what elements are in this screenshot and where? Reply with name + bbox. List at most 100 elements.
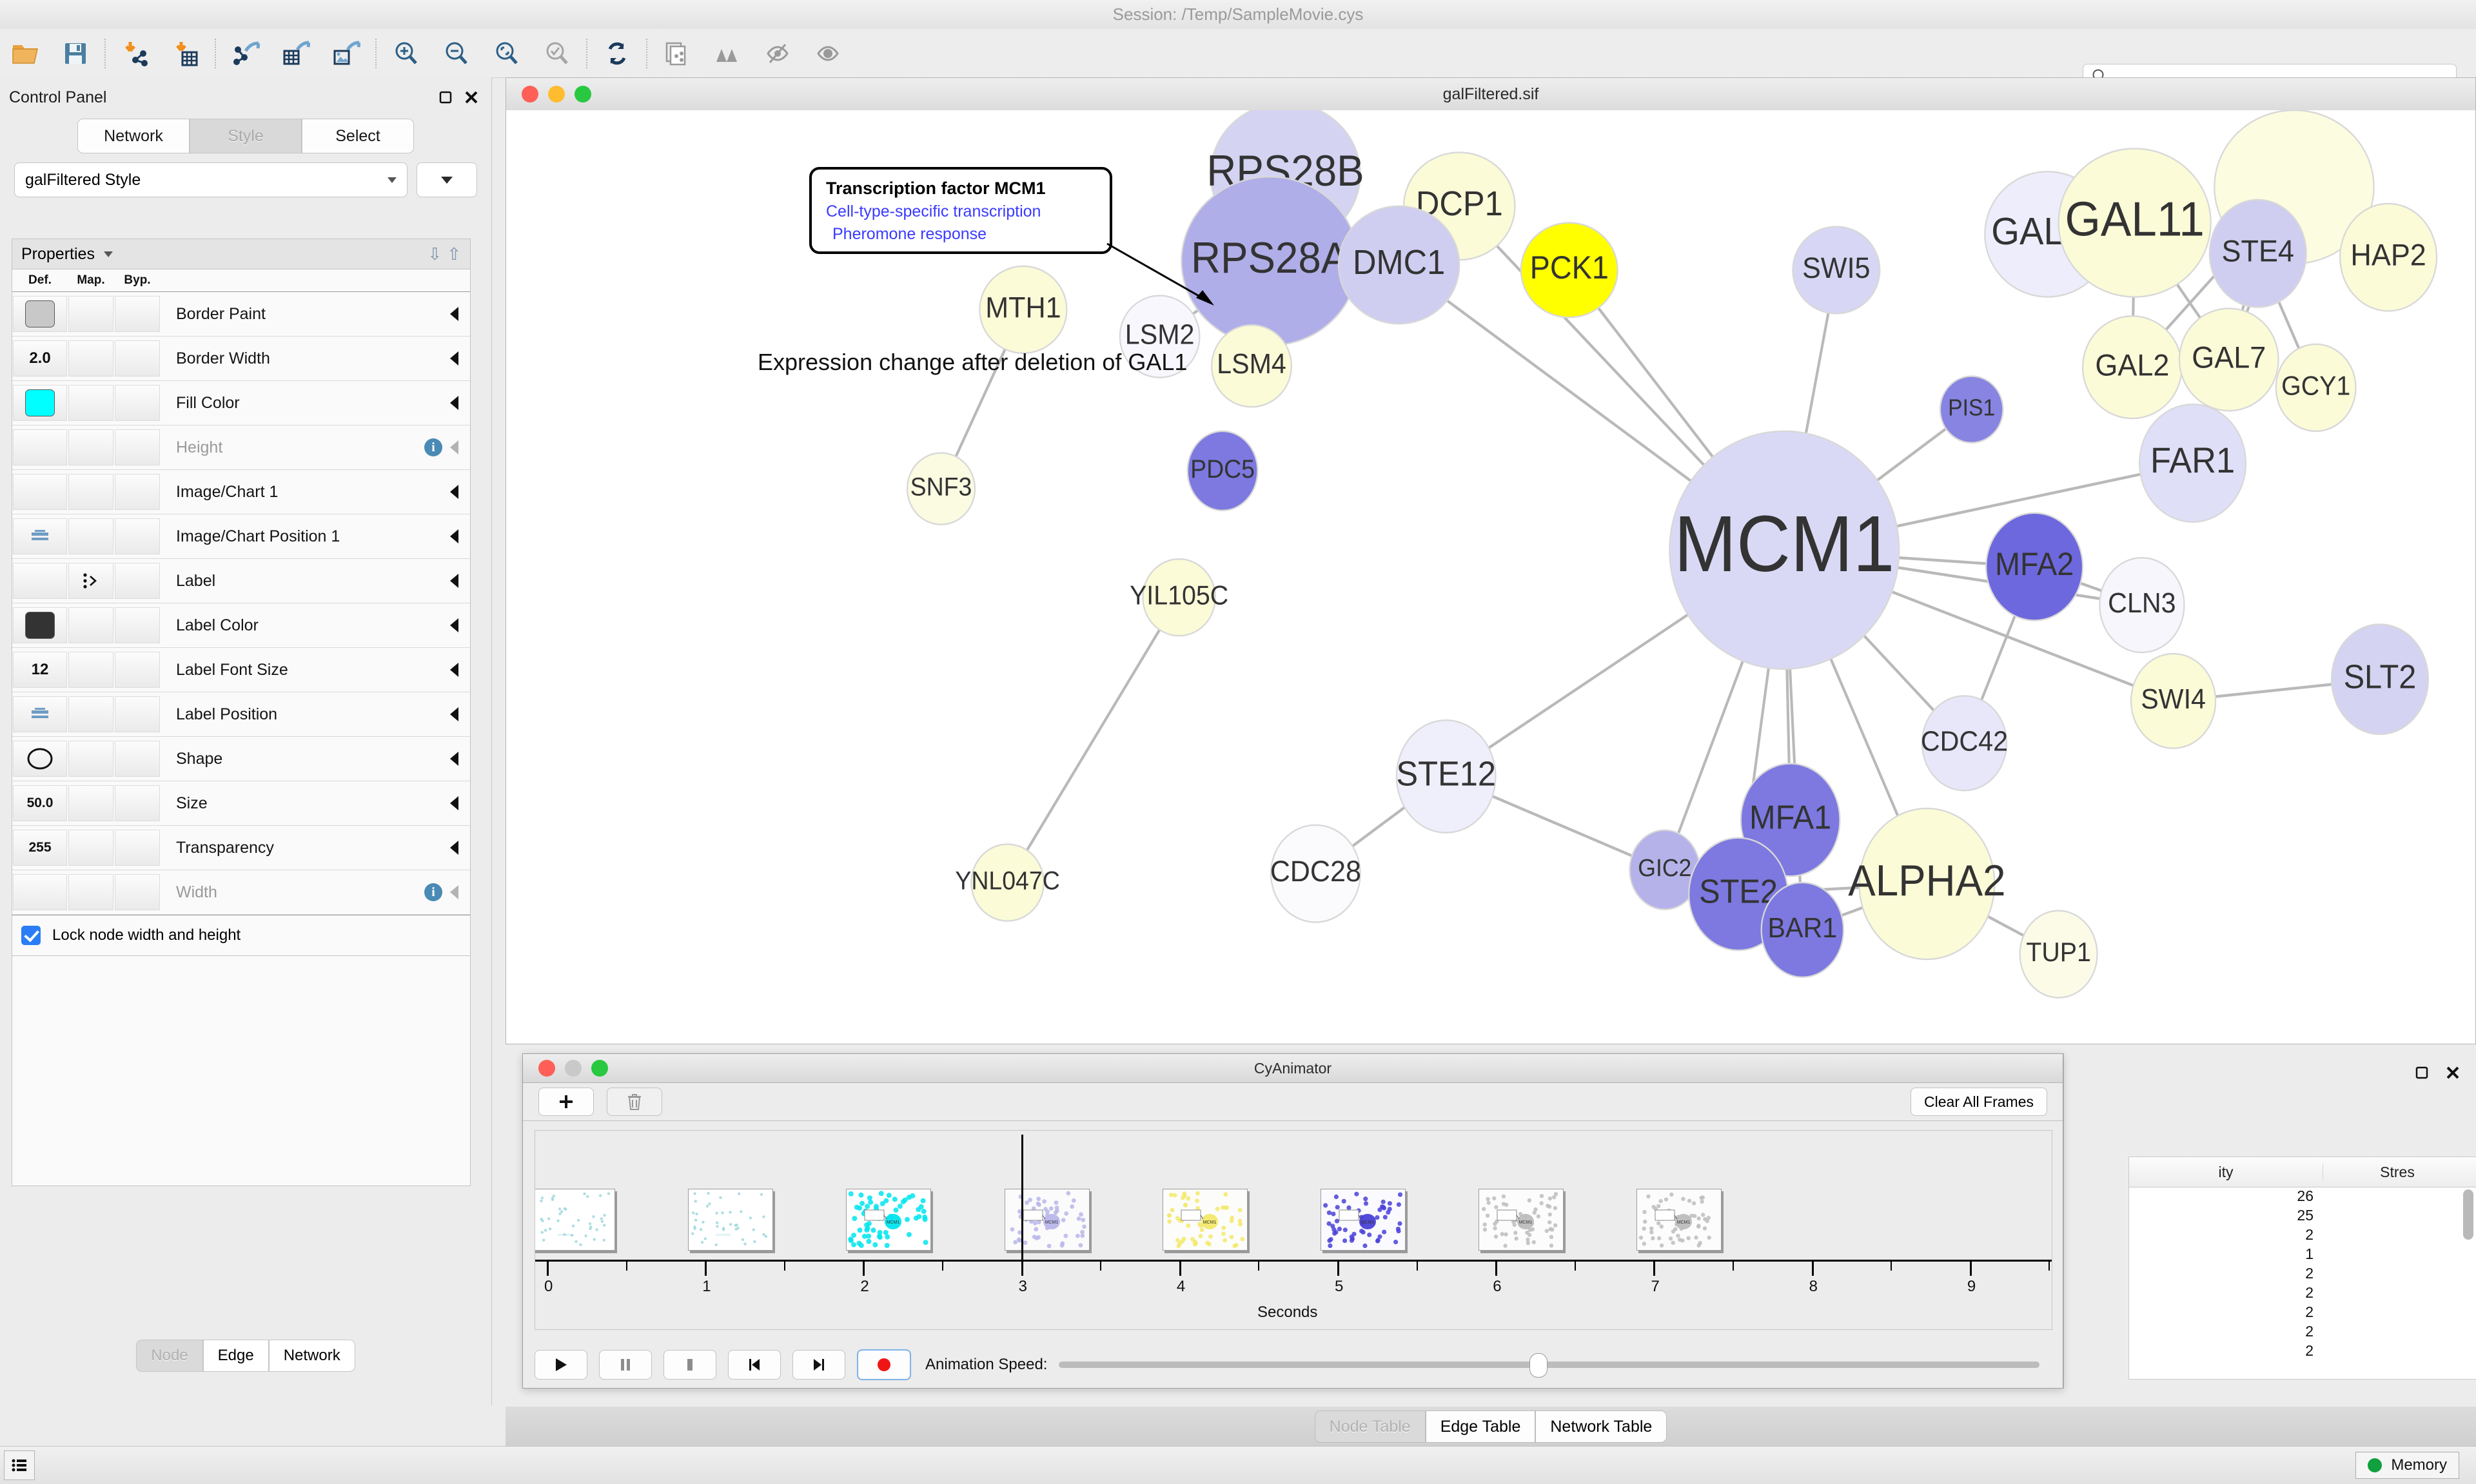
- table-cell[interactable]: 2: [2305, 1342, 2314, 1359]
- color-swatch[interactable]: [25, 300, 55, 327]
- new-network-icon[interactable]: [652, 31, 702, 76]
- chevron-left-icon[interactable]: [450, 796, 458, 810]
- network-canvas[interactable]: RPS28B RPS28A DCP1 DMC1 PCK1 SWI5 GAL80 GAL11 ST…: [506, 110, 2475, 1044]
- property-default-cell[interactable]: [13, 563, 67, 599]
- node-ellipse[interactable]: [2130, 652, 2217, 749]
- property-row[interactable]: Shape: [12, 737, 470, 781]
- network-node[interactable]: YIL105C: [1130, 558, 1228, 637]
- node-ellipse[interactable]: [906, 452, 976, 525]
- tab-edge[interactable]: Edge: [202, 1340, 269, 1372]
- chevron-left-icon[interactable]: [450, 574, 458, 588]
- node-ellipse[interactable]: [1760, 881, 1845, 979]
- property-row[interactable]: Image/Chart 1: [12, 470, 470, 514]
- list-icon[interactable]: [4, 1450, 35, 1480]
- zoom-fit-icon[interactable]: [482, 31, 532, 76]
- property-default-cell[interactable]: [13, 741, 67, 777]
- property-default-cell[interactable]: 50.0: [13, 785, 67, 821]
- node-ellipse[interactable]: [1858, 807, 1996, 961]
- pause-button[interactable]: [599, 1350, 652, 1380]
- export-image-icon[interactable]: [321, 31, 371, 76]
- grid-layout-icon[interactable]: [702, 31, 752, 76]
- style-menu-button[interactable]: [417, 162, 477, 197]
- node-ellipse[interactable]: [1142, 558, 1216, 637]
- timeline-frame[interactable]: annotation: [535, 1189, 615, 1251]
- node-ellipse[interactable]: [1669, 430, 1900, 670]
- show-icon[interactable]: [803, 31, 853, 76]
- property-row[interactable]: Height i: [12, 425, 470, 470]
- property-bypass-cell[interactable]: [115, 429, 160, 465]
- chevron-left-icon[interactable]: [450, 663, 458, 677]
- network-node[interactable]: LSM2: [1119, 295, 1201, 378]
- timeline-frame[interactable]: MCM1: [1479, 1189, 1564, 1251]
- chevron-left-icon[interactable]: [450, 885, 458, 899]
- property-mapping-cell[interactable]: [68, 563, 113, 599]
- timeline-frame[interactable]: MCM1: [1004, 1189, 1090, 1251]
- zoom-selected-icon[interactable]: [532, 31, 582, 76]
- close-window-button[interactable]: [522, 86, 538, 103]
- property-default-cell[interactable]: [13, 429, 67, 465]
- node-ellipse[interactable]: [979, 265, 1068, 355]
- network-node[interactable]: RPS28A: [1181, 175, 1359, 347]
- close-window-button[interactable]: [538, 1060, 555, 1077]
- import-table-icon[interactable]: [161, 31, 211, 76]
- property-row[interactable]: Label Position: [12, 692, 470, 737]
- timeline-frame[interactable]: MCM1: [1636, 1189, 1722, 1251]
- close-icon[interactable]: [460, 86, 482, 108]
- maximize-icon[interactable]: [2411, 1062, 2433, 1084]
- network-node[interactable]: TUP1: [2019, 910, 2098, 999]
- node-ellipse[interactable]: [2058, 148, 2212, 298]
- property-default-cell[interactable]: 12: [13, 652, 67, 688]
- tab-network[interactable]: Network: [77, 119, 190, 153]
- minimize-window-button[interactable]: [565, 1060, 582, 1077]
- property-mapping-cell[interactable]: [68, 518, 113, 554]
- table-grid[interactable]: ity Stres 26 25 2 1 2 2 2 2 2: [2128, 1157, 2476, 1380]
- network-node[interactable]: STE12: [1395, 719, 1497, 834]
- property-bypass-cell[interactable]: [115, 340, 160, 376]
- stop-button[interactable]: [663, 1350, 716, 1380]
- network-node[interactable]: STE4: [2208, 199, 2307, 308]
- timeline-frame[interactable]: annotation: [688, 1189, 774, 1251]
- skip-end-button[interactable]: [792, 1350, 845, 1380]
- node-ellipse[interactable]: [2330, 623, 2430, 736]
- network-node[interactable]: MFA2: [1985, 512, 2084, 621]
- chevron-left-icon[interactable]: [450, 707, 458, 721]
- tab-style[interactable]: Style: [190, 119, 302, 153]
- table-scrollbar[interactable]: [2463, 1189, 2473, 1379]
- network-node[interactable]: LSM4: [1211, 324, 1292, 408]
- info-icon[interactable]: i: [424, 883, 442, 901]
- property-default-cell[interactable]: [13, 874, 67, 910]
- maximize-icon[interactable]: [435, 86, 457, 108]
- export-network-icon[interactable]: [221, 31, 271, 76]
- node-ellipse[interactable]: [1792, 226, 1881, 315]
- network-node[interactable]: DMC1: [1337, 205, 1460, 325]
- table-cell[interactable]: 2: [2305, 1265, 2314, 1282]
- property-row[interactable]: 12 Label Font Size: [12, 648, 470, 692]
- property-default-cell[interactable]: [13, 296, 67, 332]
- network-node[interactable]: BAR1: [1760, 881, 1845, 979]
- node-ellipse[interactable]: [1337, 205, 1460, 325]
- minimize-window-button[interactable]: [548, 86, 565, 103]
- zoom-in-icon[interactable]: [381, 31, 431, 76]
- zoom-window-button[interactable]: [575, 86, 591, 103]
- network-node[interactable]: PDC5: [1186, 430, 1259, 512]
- chevron-left-icon[interactable]: [450, 752, 458, 766]
- zoom-out-icon[interactable]: [431, 31, 482, 76]
- chevron-left-icon[interactable]: [450, 529, 458, 543]
- network-node[interactable]: CDC42: [1921, 695, 2008, 792]
- property-mapping-cell[interactable]: [68, 340, 113, 376]
- property-default-cell[interactable]: [13, 518, 67, 554]
- property-mapping-cell[interactable]: [68, 607, 113, 643]
- tab-network-style[interactable]: Network: [268, 1340, 355, 1372]
- slider-knob[interactable]: [1529, 1353, 1548, 1378]
- import-network-icon[interactable]: [110, 31, 161, 76]
- network-node[interactable]: GAL2: [2081, 315, 2183, 420]
- property-row[interactable]: Border Paint: [12, 292, 470, 337]
- table-cell[interactable]: 2: [2305, 1284, 2314, 1301]
- network-node[interactable]: GAL7: [2178, 308, 2279, 412]
- property-mapping-cell[interactable]: [68, 696, 113, 732]
- style-select[interactable]: galFiltered Style: [14, 162, 408, 197]
- animation-speed-slider[interactable]: [1059, 1353, 2039, 1378]
- table-cell[interactable]: 26: [2297, 1187, 2314, 1204]
- zoom-window-button[interactable]: [591, 1060, 608, 1077]
- scrollbar-thumb[interactable]: [2463, 1189, 2473, 1240]
